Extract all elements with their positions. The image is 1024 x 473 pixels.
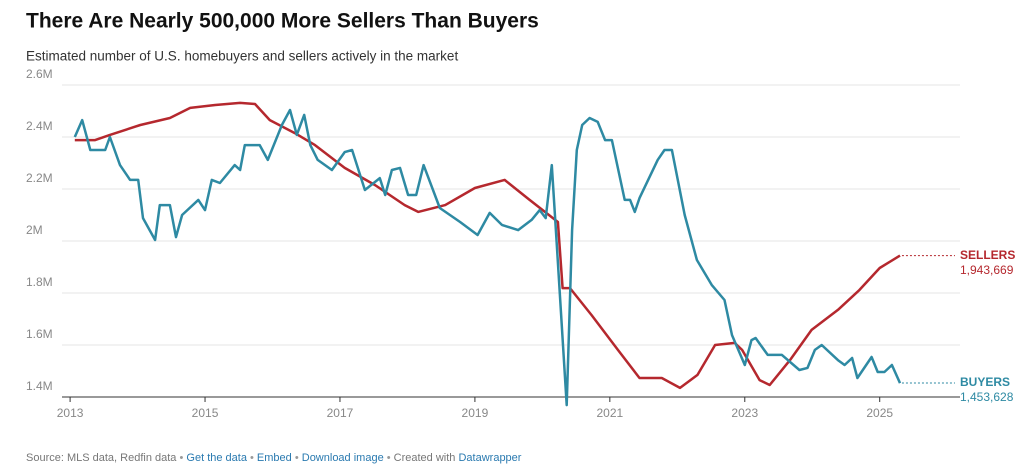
end-value-label: 1,943,669 bbox=[960, 263, 1014, 277]
footer-link[interactable]: Download image bbox=[302, 452, 384, 464]
x-tick-label: 2015 bbox=[192, 406, 219, 420]
separator: • bbox=[384, 452, 394, 464]
series-line bbox=[73, 108, 902, 407]
y-tick-label: 2.2M bbox=[26, 171, 53, 185]
x-tick-label: 2023 bbox=[731, 406, 758, 420]
chart-subtitle: Estimated number of U.S. homebuyers and … bbox=[26, 49, 458, 64]
x-tick-label: 2017 bbox=[327, 406, 354, 420]
series-label: SELLERS bbox=[960, 248, 1015, 262]
credit-link[interactable]: Datawrapper bbox=[458, 452, 521, 464]
separator: • bbox=[176, 452, 186, 464]
y-tick-label: 1.8M bbox=[26, 275, 53, 289]
chart-title: There Are Nearly 500,000 More Sellers Th… bbox=[26, 10, 539, 33]
credit: Created with bbox=[394, 452, 456, 464]
y-tick-label: 2.4M bbox=[26, 119, 53, 133]
x-tick-label: 2019 bbox=[462, 406, 489, 420]
footer-text: Source: MLS data, Redfin data • Get the … bbox=[26, 452, 522, 464]
y-tick-label: 2M bbox=[26, 223, 43, 237]
footer: Source: MLS data, Redfin data • Get the … bbox=[26, 452, 522, 464]
series-label: BUYERS bbox=[960, 375, 1010, 389]
end-value-label: 1,453,628 bbox=[960, 390, 1014, 404]
y-tick-label: 1.4M bbox=[26, 379, 53, 393]
x-tick-label: 2013 bbox=[57, 406, 84, 420]
x-tick-label: 2021 bbox=[596, 406, 623, 420]
footer-link[interactable]: Embed bbox=[257, 452, 292, 464]
series-line bbox=[74, 101, 901, 390]
y-tick-label: 2.6M bbox=[26, 67, 53, 81]
separator: • bbox=[247, 452, 257, 464]
source: Source: MLS data, Redfin data bbox=[26, 452, 177, 464]
footer-link[interactable]: Get the data bbox=[186, 452, 247, 464]
x-tick-label: 2025 bbox=[866, 406, 893, 420]
separator: • bbox=[292, 452, 302, 464]
y-tick-label: 1.6M bbox=[26, 327, 53, 341]
